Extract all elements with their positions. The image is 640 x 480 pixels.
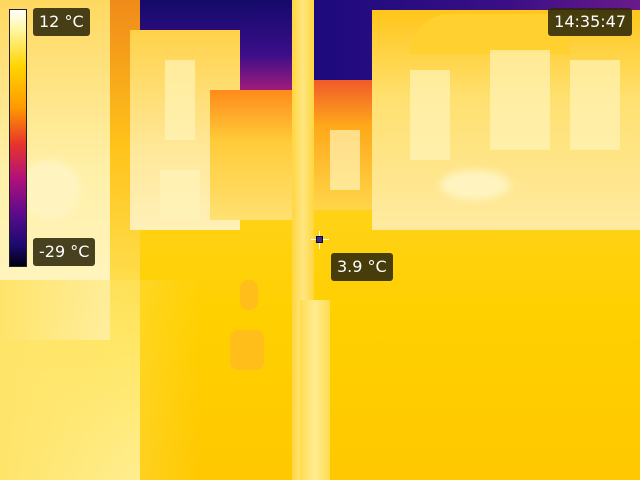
window: [330, 130, 360, 190]
building-right-roof: [410, 14, 570, 54]
spot-temperature-readout: 3.9 °C: [331, 253, 393, 281]
temperature-scale-bar: [9, 9, 27, 267]
pedestrian-figure: [230, 330, 264, 370]
building-center-left: [210, 90, 300, 220]
spot-marker: [316, 236, 323, 243]
window: [490, 50, 550, 150]
heat-spot: [440, 170, 510, 200]
window: [570, 60, 620, 150]
clock-time: 14:35:47: [548, 8, 632, 36]
window: [410, 70, 450, 160]
window: [165, 60, 195, 140]
scale-max-temperature: 12 °C: [33, 8, 90, 36]
utility-pole-base: [300, 300, 330, 480]
crosshair-icon[interactable]: [311, 231, 329, 249]
window: [160, 170, 200, 220]
road-edge-left: [0, 280, 200, 480]
heat-spot: [20, 160, 80, 220]
scale-min-temperature: -29 °C: [33, 238, 96, 266]
pedestrian-figure: [240, 280, 258, 310]
